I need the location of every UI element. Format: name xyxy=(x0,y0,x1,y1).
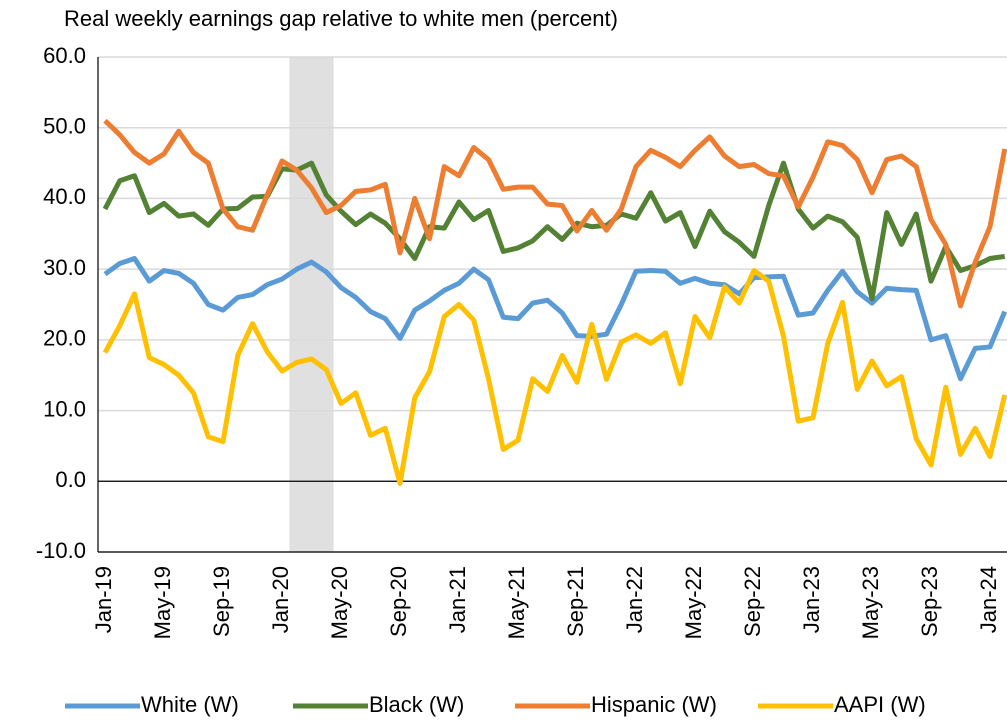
legend-label: Black (W) xyxy=(369,692,464,717)
y-tick-label: 20.0 xyxy=(43,326,86,351)
series-line xyxy=(103,256,1007,382)
y-tick-label: 60.0 xyxy=(43,43,86,68)
x-tick-label: Sep-21 xyxy=(563,566,588,637)
y-tick-label: 10.0 xyxy=(43,396,86,421)
series-line xyxy=(103,118,1007,309)
series-line xyxy=(102,268,1007,486)
x-tick-label: Sep-22 xyxy=(740,566,765,637)
legend-label: AAPI (W) xyxy=(834,692,926,717)
x-tick-label: Sep-20 xyxy=(386,566,411,637)
legend-label: White (W) xyxy=(141,692,239,717)
x-tick-label: May-22 xyxy=(681,566,706,639)
x-tick-label: Jan-23 xyxy=(799,566,824,633)
y-tick-label: 50.0 xyxy=(43,114,86,139)
x-tick-label: Jan-21 xyxy=(445,566,470,633)
shaded-region xyxy=(289,57,334,552)
series-line xyxy=(102,160,1006,302)
x-tick-label: Jan-20 xyxy=(268,566,293,633)
x-tick-label: May-20 xyxy=(327,566,352,639)
y-tick-label: -10.0 xyxy=(36,538,86,563)
x-tick-label: May-21 xyxy=(504,566,529,639)
x-tick-label: Jan-19 xyxy=(91,566,116,633)
y-tick-label: 0.0 xyxy=(55,467,86,492)
chart-title: Real weekly earnings gap relative to whi… xyxy=(64,6,618,31)
x-tick-label: Sep-19 xyxy=(209,566,234,637)
y-tick-label: 30.0 xyxy=(43,255,86,280)
y-tick-label: 40.0 xyxy=(43,184,86,209)
x-tick-label: Jan-24 xyxy=(976,566,1001,633)
x-tick-label: May-23 xyxy=(858,566,883,639)
x-tick-label: May-19 xyxy=(150,566,175,639)
legend-label: Hispanic (W) xyxy=(591,692,717,717)
x-tick-label: Jan-22 xyxy=(622,566,647,633)
x-tick-label: Sep-23 xyxy=(917,566,942,637)
